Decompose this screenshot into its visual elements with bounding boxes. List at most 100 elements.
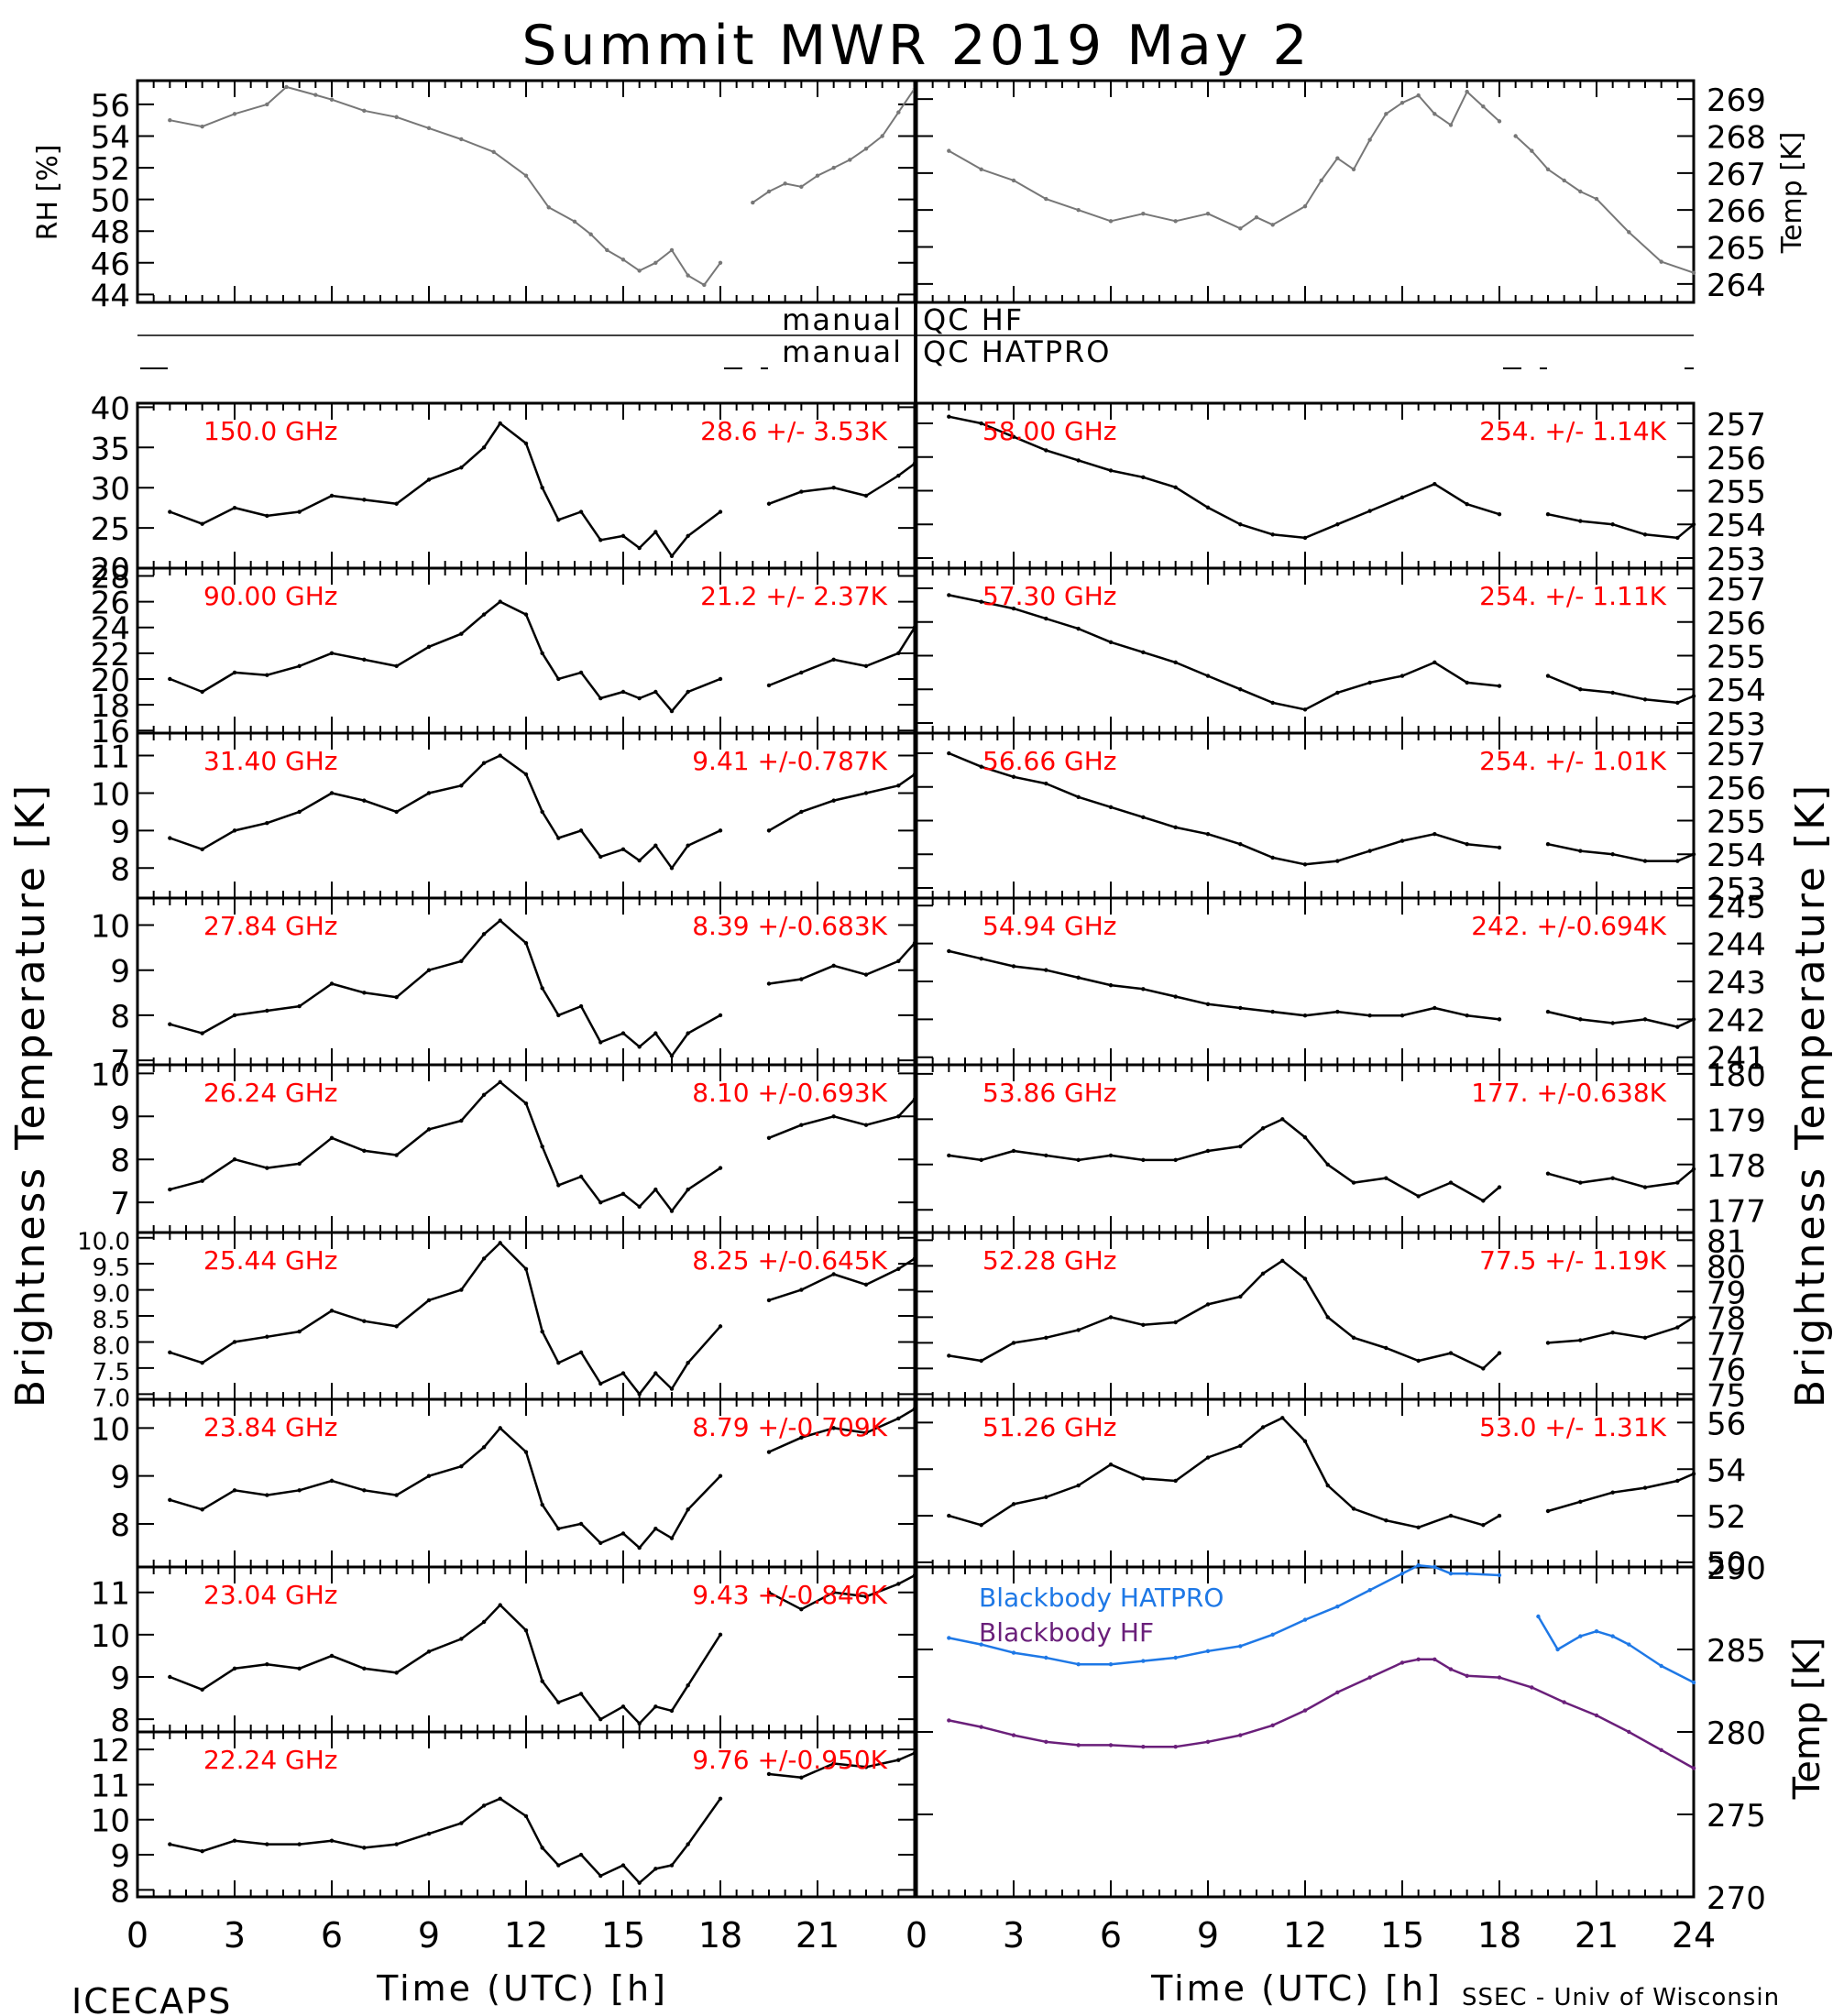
panel-f51-trace-point (1384, 1517, 1388, 1523)
panel-f56-trace-point (1076, 794, 1081, 799)
panel-f23_04-ytick-label: 8 (110, 1703, 130, 1739)
panel-f26-trace-point (498, 1079, 502, 1084)
rh-trace-point (572, 219, 577, 225)
panel-f25-trace-point (896, 1266, 901, 1272)
temp-trace-point (1384, 112, 1388, 116)
panel-f57-trace-point (1465, 680, 1469, 685)
panel-f31-trace-point (394, 809, 399, 815)
panel-f31-trace-point (232, 828, 237, 833)
panel-f58-trace-point (1465, 502, 1469, 507)
panel-f52-trace-point (1416, 1358, 1421, 1364)
panel-f52-trace-point (947, 1353, 951, 1358)
panel-f58-trace-point (1108, 468, 1114, 473)
panel-f23_04-trace-point (265, 1661, 269, 1667)
panel-f150-trace-point (718, 509, 723, 514)
panel-f31-trace-point (896, 783, 901, 788)
panel-f54-trace-point (1610, 1021, 1615, 1025)
panel-f23_84-trace-point (653, 1526, 658, 1531)
panel-f57-trace-point (1642, 697, 1648, 702)
panel-f53-trace-point (1351, 1180, 1356, 1185)
temp-panel-ytick-label: 268 (1707, 120, 1766, 157)
panel-f57-trace-point (1108, 640, 1114, 645)
panel-f58-trace-point (1011, 434, 1016, 439)
panel-f23_04-ytick-label: 10 (91, 1618, 130, 1655)
panel-f25-stats: 8.25 +/-0.645K (692, 1245, 887, 1276)
panel-f22-trace-point (598, 1873, 603, 1879)
panel-f52-ytick-label: 77 (1707, 1326, 1746, 1363)
x-tick-label-right: 15 (1380, 1915, 1424, 1956)
qc-hf-right-label: QC HF (923, 302, 1024, 337)
panel-f25-trace-point (831, 1272, 836, 1276)
panel-f54-trace-point (1399, 1013, 1405, 1018)
panel-f22-trace-point (459, 1821, 464, 1825)
blackbody-series-hatpro-point (1108, 1662, 1114, 1667)
panel-f56-ytick-label: 253 (1707, 871, 1766, 908)
panel-f57-trace-point (1399, 674, 1405, 678)
rh-trace-point (783, 181, 787, 186)
panel-f22-trace-point (556, 1863, 561, 1868)
rh-trace-point (168, 118, 172, 123)
panel-f90-trace-point (799, 670, 804, 675)
panel-f52-trace-point (1280, 1258, 1285, 1264)
panel-f56-trace-point (1399, 838, 1405, 843)
panel-f25-trace-point (481, 1256, 487, 1261)
panel-f51-trace-point (1238, 1443, 1243, 1449)
panel-f58-ytick-label: 257 (1707, 407, 1766, 444)
panel-f25-trace-point (426, 1298, 432, 1303)
panel-f53-ytick-label: 179 (1707, 1102, 1766, 1139)
blackbody-series-hatpro-point (1465, 1572, 1469, 1576)
panel-f22-trace-point (718, 1796, 723, 1801)
panel-f150-trace-point (896, 473, 901, 478)
panel-f57-trace (949, 594, 1695, 711)
panel-f56-trace-point (1044, 781, 1048, 786)
panel-f150-ytick-label: 20 (91, 552, 130, 588)
panel-f56-ytick-label: 255 (1707, 805, 1766, 841)
x-tick-label-left: 15 (601, 1915, 645, 1956)
panel-f27-stats: 8.39 +/-0.683K (692, 911, 887, 941)
panel-f54-ytick-label: 242 (1707, 1003, 1766, 1039)
panel-f54-trace-point (1076, 975, 1081, 981)
panel-f27-trace-point (620, 1031, 626, 1035)
panel-f31-trace-point (459, 783, 464, 788)
rh-trace-point (232, 112, 237, 116)
panel-f57-trace-point (1545, 674, 1551, 678)
panel-f54-stats: 242. +/-0.694K (1471, 911, 1666, 941)
temp-trace-point (1513, 134, 1518, 138)
panel-f23_84-label: 23.84 GHz (203, 1412, 338, 1442)
blackbody-series-hatpro-point (1610, 1634, 1615, 1638)
panel-f57-ytick-label: 253 (1707, 707, 1766, 743)
panel-f23_84-trace-point (766, 1450, 772, 1454)
blackbody-series-hf-point (1691, 1766, 1696, 1770)
panel-f25-trace-point (556, 1360, 561, 1365)
blackbody-series-hatpro-point (1578, 1634, 1583, 1638)
panel-f27-label: 27.84 GHz (203, 911, 338, 941)
panel-f52-trace-point (1260, 1271, 1266, 1276)
rh-trace-point (588, 232, 593, 236)
panel-f150-trace-point (766, 501, 772, 506)
panel-f51-stats: 53.0 +/- 1.31K (1479, 1412, 1666, 1442)
panel-f23_84-trace-point (200, 1507, 204, 1512)
x-tick-label-left: 6 (321, 1915, 343, 1956)
panel-f23_84-trace-point (498, 1426, 502, 1430)
panel-f54-trace-point (1108, 982, 1114, 988)
panel-f90-trace-point (329, 651, 335, 656)
panel-f52-trace-point (1610, 1331, 1615, 1335)
panel-f52-trace-point (1141, 1322, 1146, 1328)
rh-trace-point (546, 205, 551, 210)
panel-f25-trace-point (232, 1340, 237, 1344)
temp-trace-point (1141, 212, 1146, 216)
panel-f52-ytick-label: 78 (1707, 1300, 1746, 1337)
panel-f52-trace-point (1173, 1320, 1178, 1325)
blackbody-series-hatpro-point (1399, 1572, 1405, 1576)
panel-f58-trace-point (1642, 532, 1648, 537)
rh-trace-point (637, 268, 642, 273)
panel-f56-trace-point (1335, 859, 1340, 863)
panel-f23_84-trace-point (831, 1426, 836, 1430)
blackbody-series-hatpro-point (1416, 1563, 1421, 1568)
panel-f25-trace-point (718, 1324, 723, 1329)
temp-trace-point (1367, 137, 1372, 142)
panel-f90-trace-point (394, 663, 399, 669)
panel-f53-trace-point (1642, 1185, 1648, 1189)
panel-f51-trace-point (979, 1523, 983, 1528)
panel-f23_84-trace-point (168, 1497, 172, 1503)
